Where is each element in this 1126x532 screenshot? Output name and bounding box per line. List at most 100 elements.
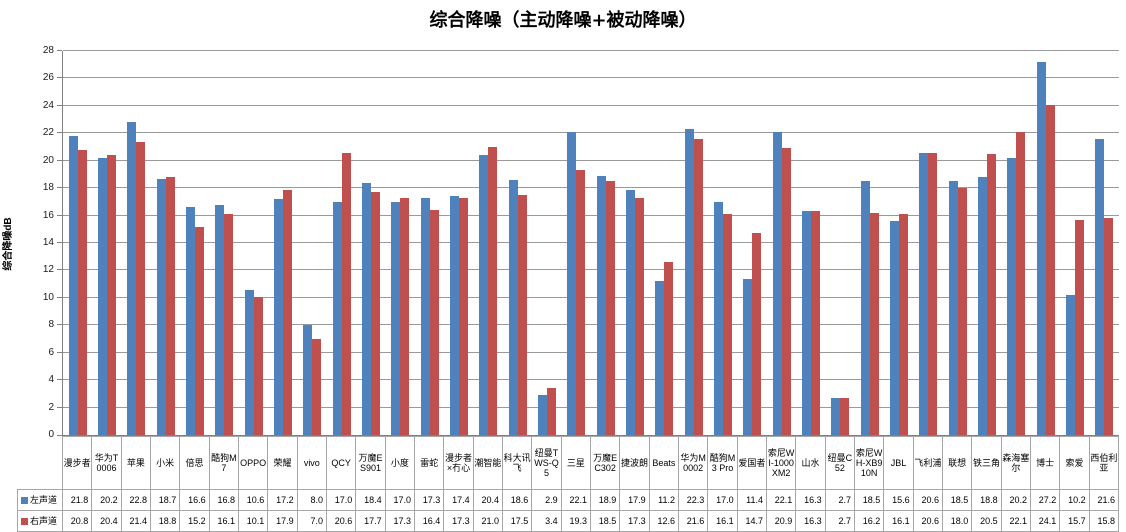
- value-cell: 17.3: [619, 510, 650, 532]
- category-header-cell: 倍思: [179, 436, 210, 490]
- gridline: [63, 132, 1119, 134]
- y-axis-tick-mark: [57, 187, 62, 189]
- category-header-cell: vivo: [296, 436, 327, 490]
- bar-left-channel: [890, 221, 899, 435]
- value-cell: 15.8: [1088, 510, 1119, 532]
- y-tick-label: 22: [42, 127, 54, 139]
- category-header-cell: 捷波朗: [619, 436, 650, 490]
- bar-left-channel: [919, 152, 929, 435]
- value-cell: 20.2: [91, 489, 122, 511]
- y-tick-label: 4: [48, 374, 54, 386]
- value-cell: 17.4: [443, 489, 474, 511]
- y-tick-label: 14: [42, 237, 54, 248]
- category-header-cell: 森海塞尔: [1000, 436, 1031, 490]
- value-cell: 2.9: [531, 489, 562, 511]
- category-header-cell: OPPO: [238, 436, 269, 490]
- legend-cell-left-channel: 左声道: [17, 489, 63, 511]
- bar-right-channel: [635, 197, 644, 435]
- category-header-cell: 科大讯飞: [502, 436, 533, 490]
- category-header-cell: 铁三角: [971, 436, 1002, 490]
- value-cell: 18.5: [942, 489, 973, 511]
- value-cell: 21.6: [678, 510, 709, 532]
- gridline: [63, 104, 1119, 106]
- bar-left-channel: [156, 178, 166, 435]
- y-tick-label: 10: [42, 291, 54, 303]
- value-cell: 12.6: [648, 510, 679, 532]
- bar-left-channel: [655, 281, 665, 435]
- value-cell: 17.2: [267, 489, 298, 511]
- y-axis-tick-mark: [57, 242, 62, 243]
- bar-left-channel: [332, 201, 342, 435]
- value-cell: 15.7: [1059, 510, 1090, 532]
- legend-swatch: [21, 496, 28, 504]
- value-cell: 16.1: [883, 510, 914, 532]
- y-axis-tick-mark: [57, 50, 62, 51]
- y-axis-tick-mark: [57, 379, 62, 381]
- gridline: [63, 187, 1119, 189]
- bar-left-channel: [420, 197, 430, 435]
- value-cell: 20.8: [62, 510, 93, 532]
- gridline: [63, 242, 1119, 243]
- value-cell: 10.1: [238, 510, 269, 532]
- category-header-cell: 飞利浦: [912, 436, 943, 490]
- gridline: [63, 159, 1119, 161]
- value-cell: 16.1: [707, 510, 738, 532]
- bar-right-channel: [987, 153, 996, 435]
- value-cell: 18.8: [971, 489, 1002, 511]
- bar-left-channel: [215, 204, 225, 435]
- gridline: [63, 269, 1119, 271]
- value-cell: 2.7: [824, 489, 855, 511]
- category-header-cell: 索尼WI-1000XM2: [766, 436, 797, 490]
- value-cell: 22.1: [1000, 510, 1031, 532]
- legend-swatch: [21, 517, 28, 525]
- category-header-cell: 西伯利亚: [1088, 436, 1119, 490]
- value-cell: 19.3: [560, 510, 591, 532]
- gridline: [63, 379, 1119, 381]
- y-axis-tick-mark: [57, 351, 62, 353]
- category-header-cell: 雷蛇: [414, 436, 445, 490]
- bar-right-channel: [1104, 218, 1114, 435]
- category-header-cell: 苹果: [120, 436, 151, 490]
- bar-right-channel: [253, 296, 263, 435]
- bar-left-channel: [303, 325, 313, 435]
- value-cell: 20.4: [472, 489, 503, 511]
- bar-right-channel: [957, 188, 967, 435]
- legend-cell-right-channel: 右声道: [17, 510, 63, 532]
- category-header-cell: 博士: [1030, 436, 1061, 490]
- value-cell: 24.1: [1030, 510, 1061, 532]
- value-cell: 16.6: [179, 489, 210, 511]
- value-cell: 16.1: [208, 510, 239, 532]
- category-header-cell: 索尼WH-XB910N: [854, 436, 885, 490]
- y-tick-label: 12: [42, 264, 54, 276]
- bar-right-channel: [928, 152, 938, 435]
- bar-right-channel: [1045, 104, 1055, 435]
- gridline: [63, 50, 1119, 51]
- category-header-cell: 小米: [150, 436, 181, 490]
- y-axis-tick-mark: [57, 77, 62, 79]
- y-axis-tick-mark: [57, 132, 62, 134]
- value-cell: 18.5: [854, 489, 885, 511]
- category-header-cell: 索爱: [1059, 436, 1090, 490]
- bar-left-channel: [1036, 61, 1046, 435]
- value-cell: 3.4: [531, 510, 562, 532]
- value-cell: 15.2: [179, 510, 210, 532]
- value-cell: 17.0: [707, 489, 738, 511]
- value-cell: 11.4: [736, 489, 767, 511]
- bar-left-channel: [714, 201, 723, 435]
- y-axis-tick-mark: [57, 159, 62, 161]
- category-header-cell: 小度: [384, 436, 415, 490]
- category-header-cell: 三星: [560, 436, 591, 490]
- bar-right-channel: [752, 233, 762, 435]
- bar-left-channel: [538, 395, 547, 435]
- category-header-cell: 荣耀: [267, 436, 298, 490]
- value-cell: 18.0: [942, 510, 973, 532]
- value-cell: 16.2: [854, 510, 885, 532]
- category-header-cell: 酷狗M3 Pro: [707, 436, 738, 490]
- category-header-cell: 酷狗M7: [208, 436, 239, 490]
- bar-left-channel: [684, 129, 694, 435]
- y-axis-title: 综合降噪dB: [3, 217, 14, 271]
- value-cell: 20.4: [91, 510, 122, 532]
- y-axis-tick-mark: [57, 104, 62, 106]
- value-cell: 18.4: [355, 489, 386, 511]
